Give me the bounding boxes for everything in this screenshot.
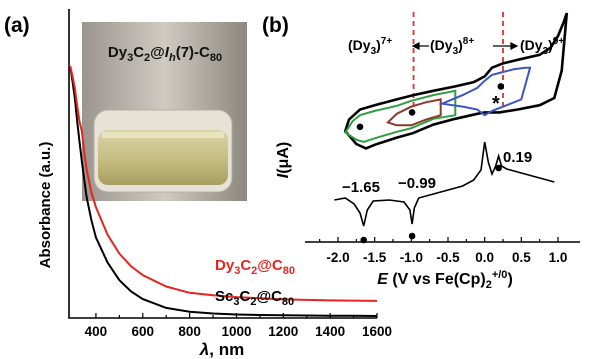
- region-label-7plus: (Dy3)7+: [348, 36, 392, 57]
- xtick-label-a-5: 1400: [315, 324, 345, 339]
- xtick-label-b-1: -1.5: [363, 250, 387, 265]
- panel-b-label: (b): [262, 14, 289, 37]
- inset-photo: Dy3C2@Ih(7)-C80: [82, 22, 247, 201]
- panel-b-xlabel: E (V vs Fe(Cp)2+/0): [377, 269, 513, 291]
- peak-dot-0: [356, 123, 364, 131]
- peak-dot-4: [408, 232, 416, 240]
- cv-curve-blue: [438, 66, 532, 117]
- annotation-3: 0.19: [503, 149, 532, 166]
- peak-dot-3: [360, 236, 368, 244]
- series-label-sc3c2: Sc3C2@C80: [215, 288, 294, 308]
- panel-b-xticks: -2.0 -1.5 -1.0 -0.5 0.0 0.5 1.0: [319, 237, 568, 265]
- inset-label: Dy3C2@Ih(7)-C80: [108, 44, 222, 64]
- xtick-label-b-3: -0.5: [436, 250, 460, 265]
- panel-a-axes: [68, 9, 377, 319]
- xtick-label-a-1: 600: [132, 324, 155, 339]
- panel-a: (a) Dy3C2@Ih(7)-C80: [4, 9, 392, 359]
- xtick-label-a-3: 1000: [221, 324, 251, 339]
- peak-dot-2: [497, 83, 505, 90]
- xtick-label-a-6: 1600: [362, 324, 392, 339]
- panel-b-ylabel: I(μA): [275, 142, 292, 178]
- xtick-label-b-0: -2.0: [326, 250, 349, 265]
- panel-a-label: (a): [4, 14, 30, 37]
- cv-curve-green: [343, 89, 457, 143]
- panel-b: (b) -2.0 -1.5 -1.0 -0.5 0.0 0.5 1.0 (Dy3)7+ (D…: [262, 12, 580, 291]
- cv-curve-brown: [386, 98, 442, 127]
- xtick-label-b-4: 0.0: [475, 250, 494, 265]
- region-arrows: [411, 42, 519, 50]
- dpv-curve: [334, 141, 555, 227]
- xtick-label-a-2: 800: [178, 324, 201, 339]
- peak-dot-5: [495, 164, 502, 172]
- xtick-label-b-6: 1.0: [549, 250, 568, 265]
- xtick-label-b-5: 0.5: [512, 250, 531, 265]
- xtick-label-a-0: 400: [85, 324, 108, 339]
- series-line-dy3c2: [69, 65, 378, 302]
- region-label-8plus: (Dy3)8+: [430, 36, 474, 57]
- annotation-star: *: [492, 93, 500, 115]
- annotation-1: −1.65: [342, 179, 380, 196]
- annotation-2: −0.99: [398, 175, 436, 192]
- xtick-label-a-4: 1200: [268, 324, 298, 339]
- peak-dot-1: [408, 109, 416, 116]
- peak-markers: [356, 83, 505, 244]
- panel-a-ylabel: Absorbance (a.u.): [37, 142, 54, 269]
- series-label-dy3c2: Dy3C2@C80: [215, 257, 295, 277]
- panel-a-xticks: 400 600 800 1000 1200 1400 1600: [85, 313, 392, 339]
- panel-a-xlabel: λ, nm: [199, 340, 244, 359]
- cv-curve-black: [343, 12, 569, 150]
- series-line-sc3c2: [69, 65, 378, 317]
- region-labels: (Dy3)7+ (Dy3)8+ (Dy3)9+: [348, 36, 564, 57]
- xtick-label-b-2: -1.0: [400, 250, 423, 265]
